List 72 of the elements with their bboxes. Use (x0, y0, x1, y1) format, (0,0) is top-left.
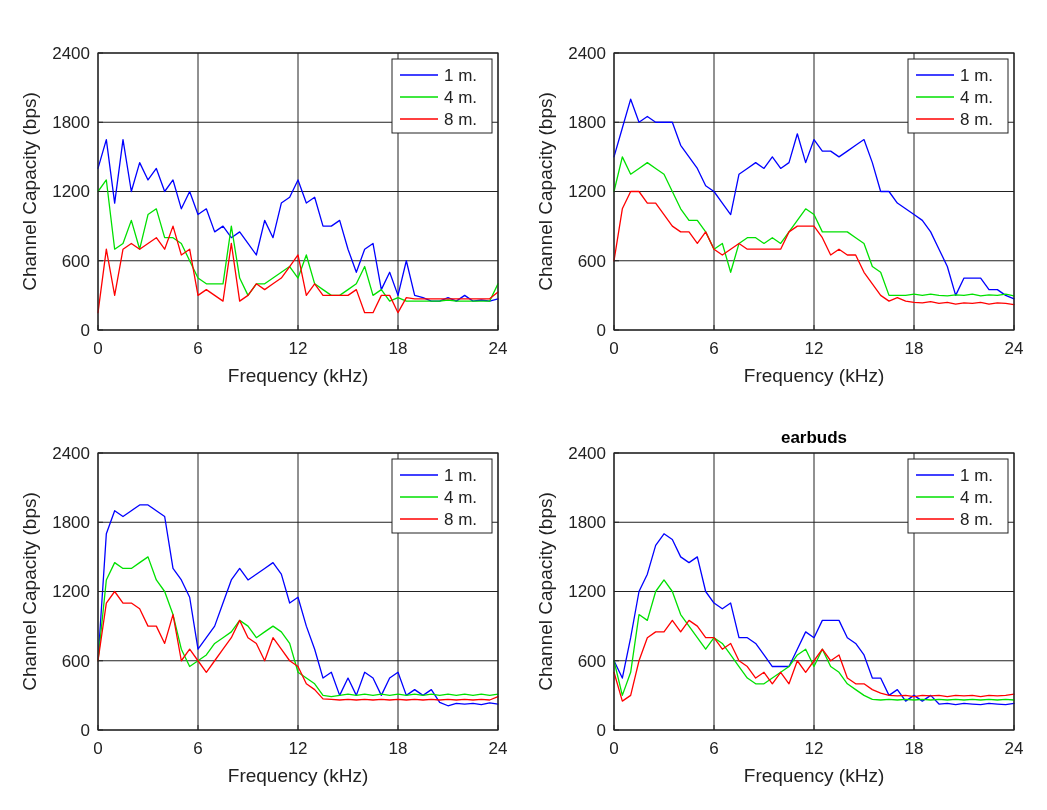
x-tick-label: 18 (388, 739, 408, 758)
y-tick-label: 0 (596, 320, 606, 340)
y-axis-title: Channel Capacity (bps) (535, 92, 556, 291)
line-series (97, 138, 499, 302)
x-tick-label: 0 (609, 739, 619, 758)
y-tick-label: 2400 (568, 43, 606, 63)
y-tick-label: 1200 (568, 582, 606, 602)
legend-label: 1 m. (444, 65, 478, 85)
y-tick-label: 1200 (568, 182, 606, 202)
y-tick-label: 0 (80, 320, 90, 340)
legend-label: 4 m. (960, 487, 994, 507)
y-tick-label: 1800 (568, 113, 606, 133)
line-series (613, 533, 1015, 706)
x-axis-title: Frequency (kHz) (743, 765, 885, 786)
x-tick-label: 0 (93, 739, 103, 758)
x-tick-label: 0 (609, 339, 619, 358)
line-series (613, 190, 1015, 306)
x-tick-label: 0 (93, 339, 103, 358)
y-tick-label: 2400 (52, 443, 90, 463)
line-series (613, 619, 1015, 702)
y-tick-label: 1800 (52, 513, 90, 533)
legend-label: 1 m. (960, 65, 994, 85)
y-axis-title: Channel Capacity (bps) (19, 92, 40, 291)
legend-label: 8 m. (960, 509, 994, 529)
x-axis-title: Frequency (kHz) (227, 765, 369, 786)
y-tick-label: 600 (577, 651, 606, 671)
x-tick-label: 12 (804, 739, 824, 758)
x-tick-label: 6 (709, 339, 719, 358)
legend-label: 4 m. (960, 87, 994, 107)
line-series (613, 156, 1015, 297)
y-tick-label: 2400 (568, 443, 606, 463)
y-axis-title: Channel Capacity (bps) (535, 492, 556, 691)
x-tick-label: 24 (1004, 339, 1024, 358)
line-series (613, 579, 1015, 701)
x-tick-label: 18 (904, 339, 924, 358)
x-tick-label: 24 (1004, 739, 1024, 758)
y-tick-label: 600 (577, 251, 606, 271)
legend-label: 8 m. (960, 109, 994, 129)
legend-label: 8 m. (444, 509, 478, 529)
line-series (97, 556, 499, 698)
x-tick-label: 12 (804, 339, 824, 358)
y-tick-label: 600 (61, 651, 90, 671)
y-tick-label: 2400 (52, 43, 90, 63)
legend-label: 4 m. (444, 487, 478, 507)
legend-label: 1 m. (444, 465, 478, 485)
legend-label: 8 m. (444, 109, 478, 129)
y-tick-label: 1800 (568, 513, 606, 533)
x-tick-label: 18 (904, 739, 924, 758)
y-tick-label: 0 (596, 720, 606, 740)
y-tick-label: 1200 (52, 582, 90, 602)
y-tick-label: 0 (80, 720, 90, 740)
chart-title: earbuds (780, 428, 848, 447)
x-tick-label: 18 (388, 339, 408, 358)
line-series (97, 225, 499, 314)
x-tick-label: 6 (709, 739, 719, 758)
y-tick-label: 600 (61, 251, 90, 271)
y-axis-title: Channel Capacity (bps) (19, 492, 40, 691)
x-tick-label: 6 (193, 739, 203, 758)
x-axis-title: Frequency (kHz) (743, 365, 885, 386)
x-axis-title: Frequency (kHz) (227, 365, 369, 386)
y-tick-label: 1200 (52, 182, 90, 202)
line-series (97, 590, 499, 701)
legend-label: 1 m. (960, 465, 994, 485)
x-tick-label: 12 (288, 739, 308, 758)
x-tick-label: 12 (288, 339, 308, 358)
x-tick-label: 24 (488, 739, 508, 758)
x-tick-label: 6 (193, 339, 203, 358)
legend-label: 4 m. (444, 87, 478, 107)
line-series (97, 504, 499, 707)
y-tick-label: 1800 (52, 113, 90, 133)
line-series (97, 179, 499, 302)
x-tick-label: 24 (488, 339, 508, 358)
